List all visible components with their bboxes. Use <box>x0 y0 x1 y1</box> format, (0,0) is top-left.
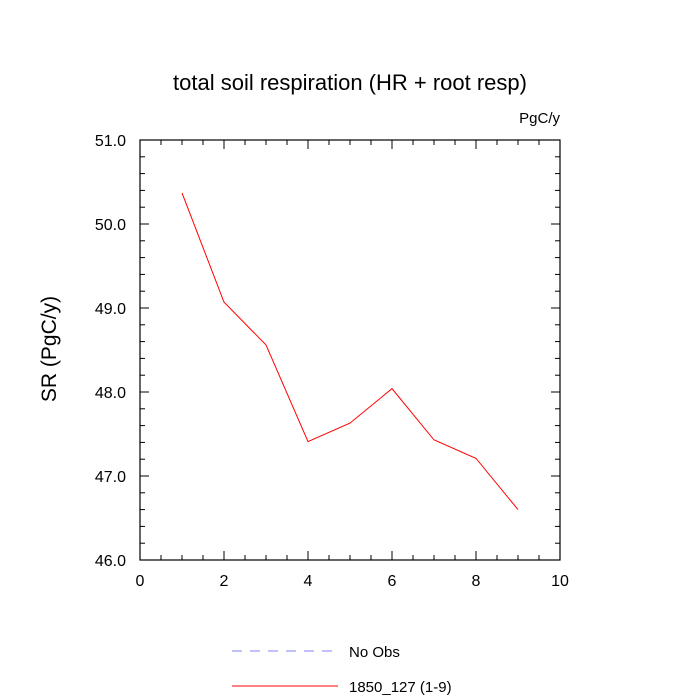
units-label: PgC/y <box>519 110 560 127</box>
y-tick-label: 49.0 <box>95 301 126 318</box>
x-tick-label: 8 <box>472 573 481 590</box>
x-tick-label: 0 <box>136 573 145 590</box>
plot-area <box>139 139 561 561</box>
legend: No Obs 1850_127 (1-9) <box>232 644 452 696</box>
legend-label: 1850_127 (1-9) <box>349 679 452 696</box>
axes: 0 2 4 6 8 10 46.0 47.0 48.0 49.0 50.0 51.0 <box>95 133 569 590</box>
chart-title: total soil respiration (HR + root resp) <box>173 70 527 95</box>
y-tick-label: 47.0 <box>95 469 126 486</box>
x-tick-label: 2 <box>220 573 229 590</box>
x-tick-label: 4 <box>304 573 313 590</box>
x-tick-label: 6 <box>388 573 397 590</box>
plot-frame <box>139 139 561 561</box>
series-line <box>181 192 519 510</box>
y-tick-label: 48.0 <box>95 385 126 402</box>
x-tick-label: 10 <box>551 573 569 590</box>
y-tick-label: 51.0 <box>95 133 126 150</box>
series-group <box>181 192 519 510</box>
y-tick-label: 46.0 <box>95 553 126 570</box>
y-axis-label: SR (PgC/y) <box>38 296 61 402</box>
legend-label: No Obs <box>349 644 400 661</box>
y-tick-label: 50.0 <box>95 217 126 234</box>
